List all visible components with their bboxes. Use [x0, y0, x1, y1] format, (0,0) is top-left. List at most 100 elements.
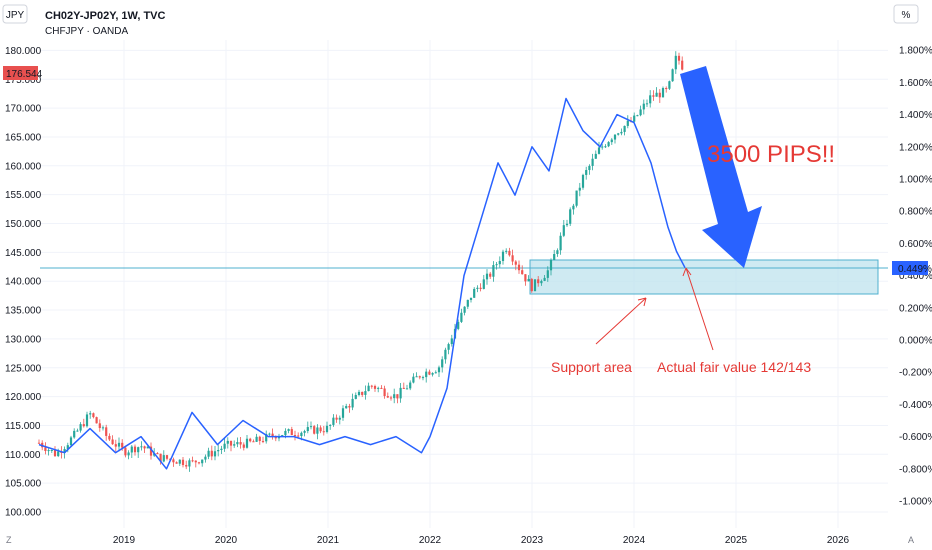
- candle-body: [431, 373, 434, 375]
- candle-body: [367, 385, 370, 392]
- candle-body: [473, 288, 476, 298]
- candle-body: [626, 120, 629, 126]
- right-unit-button[interactable]: [893, 4, 919, 24]
- y-tick-right: 0.600%: [899, 239, 932, 250]
- bottom-left-label[interactable]: Z: [6, 535, 12, 545]
- pips-annotation: 3500 PIPS!!: [707, 141, 835, 168]
- candle-body: [258, 436, 261, 441]
- support-pointer-head: [637, 297, 647, 307]
- candle-body: [108, 435, 111, 440]
- candle-body: [594, 153, 597, 159]
- y-tick-right: 0.400%: [899, 271, 932, 282]
- candle-body: [591, 158, 594, 166]
- candle-body: [226, 440, 229, 444]
- candle-body: [361, 391, 364, 395]
- candle-body: [581, 174, 585, 188]
- y-tick-right: 0.200%: [899, 303, 932, 314]
- candle-body: [261, 440, 265, 442]
- candle-body: [476, 287, 479, 289]
- candle-body: [73, 430, 76, 438]
- candle-body: [543, 277, 546, 281]
- support-area-label: Support area: [551, 359, 632, 375]
- chart-title: CH02Y-JP02Y, 1W, TVC: [45, 10, 165, 22]
- candle-body: [332, 417, 335, 425]
- candle-body: [322, 431, 325, 433]
- candle-body: [370, 385, 373, 387]
- candle-body: [533, 279, 537, 292]
- x-tick-label: 2026: [827, 535, 850, 546]
- y-tick-left: 120.000: [5, 392, 42, 403]
- candle-body: [124, 447, 127, 456]
- candle-body: [156, 453, 159, 455]
- y-tick-right: 1.200%: [899, 142, 932, 153]
- candle-body: [313, 426, 316, 434]
- candle-body: [37, 442, 41, 444]
- candle-body: [309, 426, 313, 428]
- candle-body: [575, 190, 578, 206]
- current-price-badge: [3, 66, 38, 80]
- candle-body: [409, 382, 412, 389]
- candle-body: [165, 455, 169, 459]
- candle-body: [341, 408, 345, 418]
- candle-body: [133, 446, 137, 453]
- fair-value-pointer-line: [685, 267, 714, 351]
- candle-body: [281, 435, 284, 437]
- candle-body: [76, 430, 79, 432]
- candle-body: [527, 278, 530, 282]
- candle-body: [498, 260, 501, 265]
- candle-body: [546, 270, 549, 278]
- x-tick-label: 2021: [317, 535, 340, 546]
- candle-body: [249, 438, 252, 442]
- support-zone: [529, 259, 879, 295]
- candle-body: [505, 250, 508, 252]
- candle-body: [402, 387, 405, 389]
- y-axis-right: -1.000% -0.800% -0.600% -0.400% -0.200% 0.000…: [899, 46, 932, 508]
- candle-body: [149, 446, 153, 456]
- candle-body: [345, 406, 348, 409]
- candle-body: [559, 235, 562, 251]
- candle-body: [671, 69, 674, 82]
- y-tick-left: 110.000: [5, 450, 41, 461]
- yield-spread-line: [38, 97, 686, 470]
- candle-body: [415, 376, 418, 378]
- y-tick-left: 150.000: [5, 219, 42, 230]
- candle-body: [434, 372, 437, 374]
- x-tick-label: 2025: [725, 535, 748, 546]
- candle-body: [610, 139, 613, 143]
- y-tick-left: 105.000: [5, 479, 42, 490]
- y-tick-left: 100.000: [5, 508, 42, 519]
- candle-body: [92, 413, 95, 418]
- current-yield-badge: [892, 261, 928, 275]
- candle-body: [380, 387, 383, 389]
- candle-body: [223, 443, 226, 449]
- y-tick-left: 155.000: [5, 190, 42, 201]
- candle-body: [130, 446, 133, 453]
- bottom-right-label[interactable]: A: [908, 535, 914, 545]
- candle-body: [540, 280, 543, 284]
- candle-body: [300, 432, 303, 437]
- candle-body: [418, 376, 421, 378]
- candle-body: [69, 437, 73, 446]
- candle-body: [354, 395, 357, 399]
- y-tick-left: 180.000: [5, 46, 42, 57]
- candle-body: [617, 133, 620, 135]
- candle-body: [620, 131, 623, 134]
- candle-body: [351, 398, 354, 408]
- candle-body: [290, 429, 293, 435]
- candle-body: [399, 387, 402, 399]
- candle-body: [63, 449, 66, 453]
- candle-body: [588, 165, 591, 171]
- candle-body: [265, 434, 268, 442]
- candle-body: [412, 376, 415, 383]
- big-down-arrow: [680, 66, 762, 268]
- candle-body: [373, 385, 377, 389]
- candle-body: [325, 425, 329, 432]
- candle-body: [482, 279, 485, 289]
- candle-body: [489, 273, 492, 277]
- candle-body: [681, 60, 684, 70]
- candle-body: [485, 273, 489, 280]
- candle-body: [137, 447, 140, 453]
- candle-body: [268, 433, 271, 435]
- left-unit-button[interactable]: [2, 4, 28, 24]
